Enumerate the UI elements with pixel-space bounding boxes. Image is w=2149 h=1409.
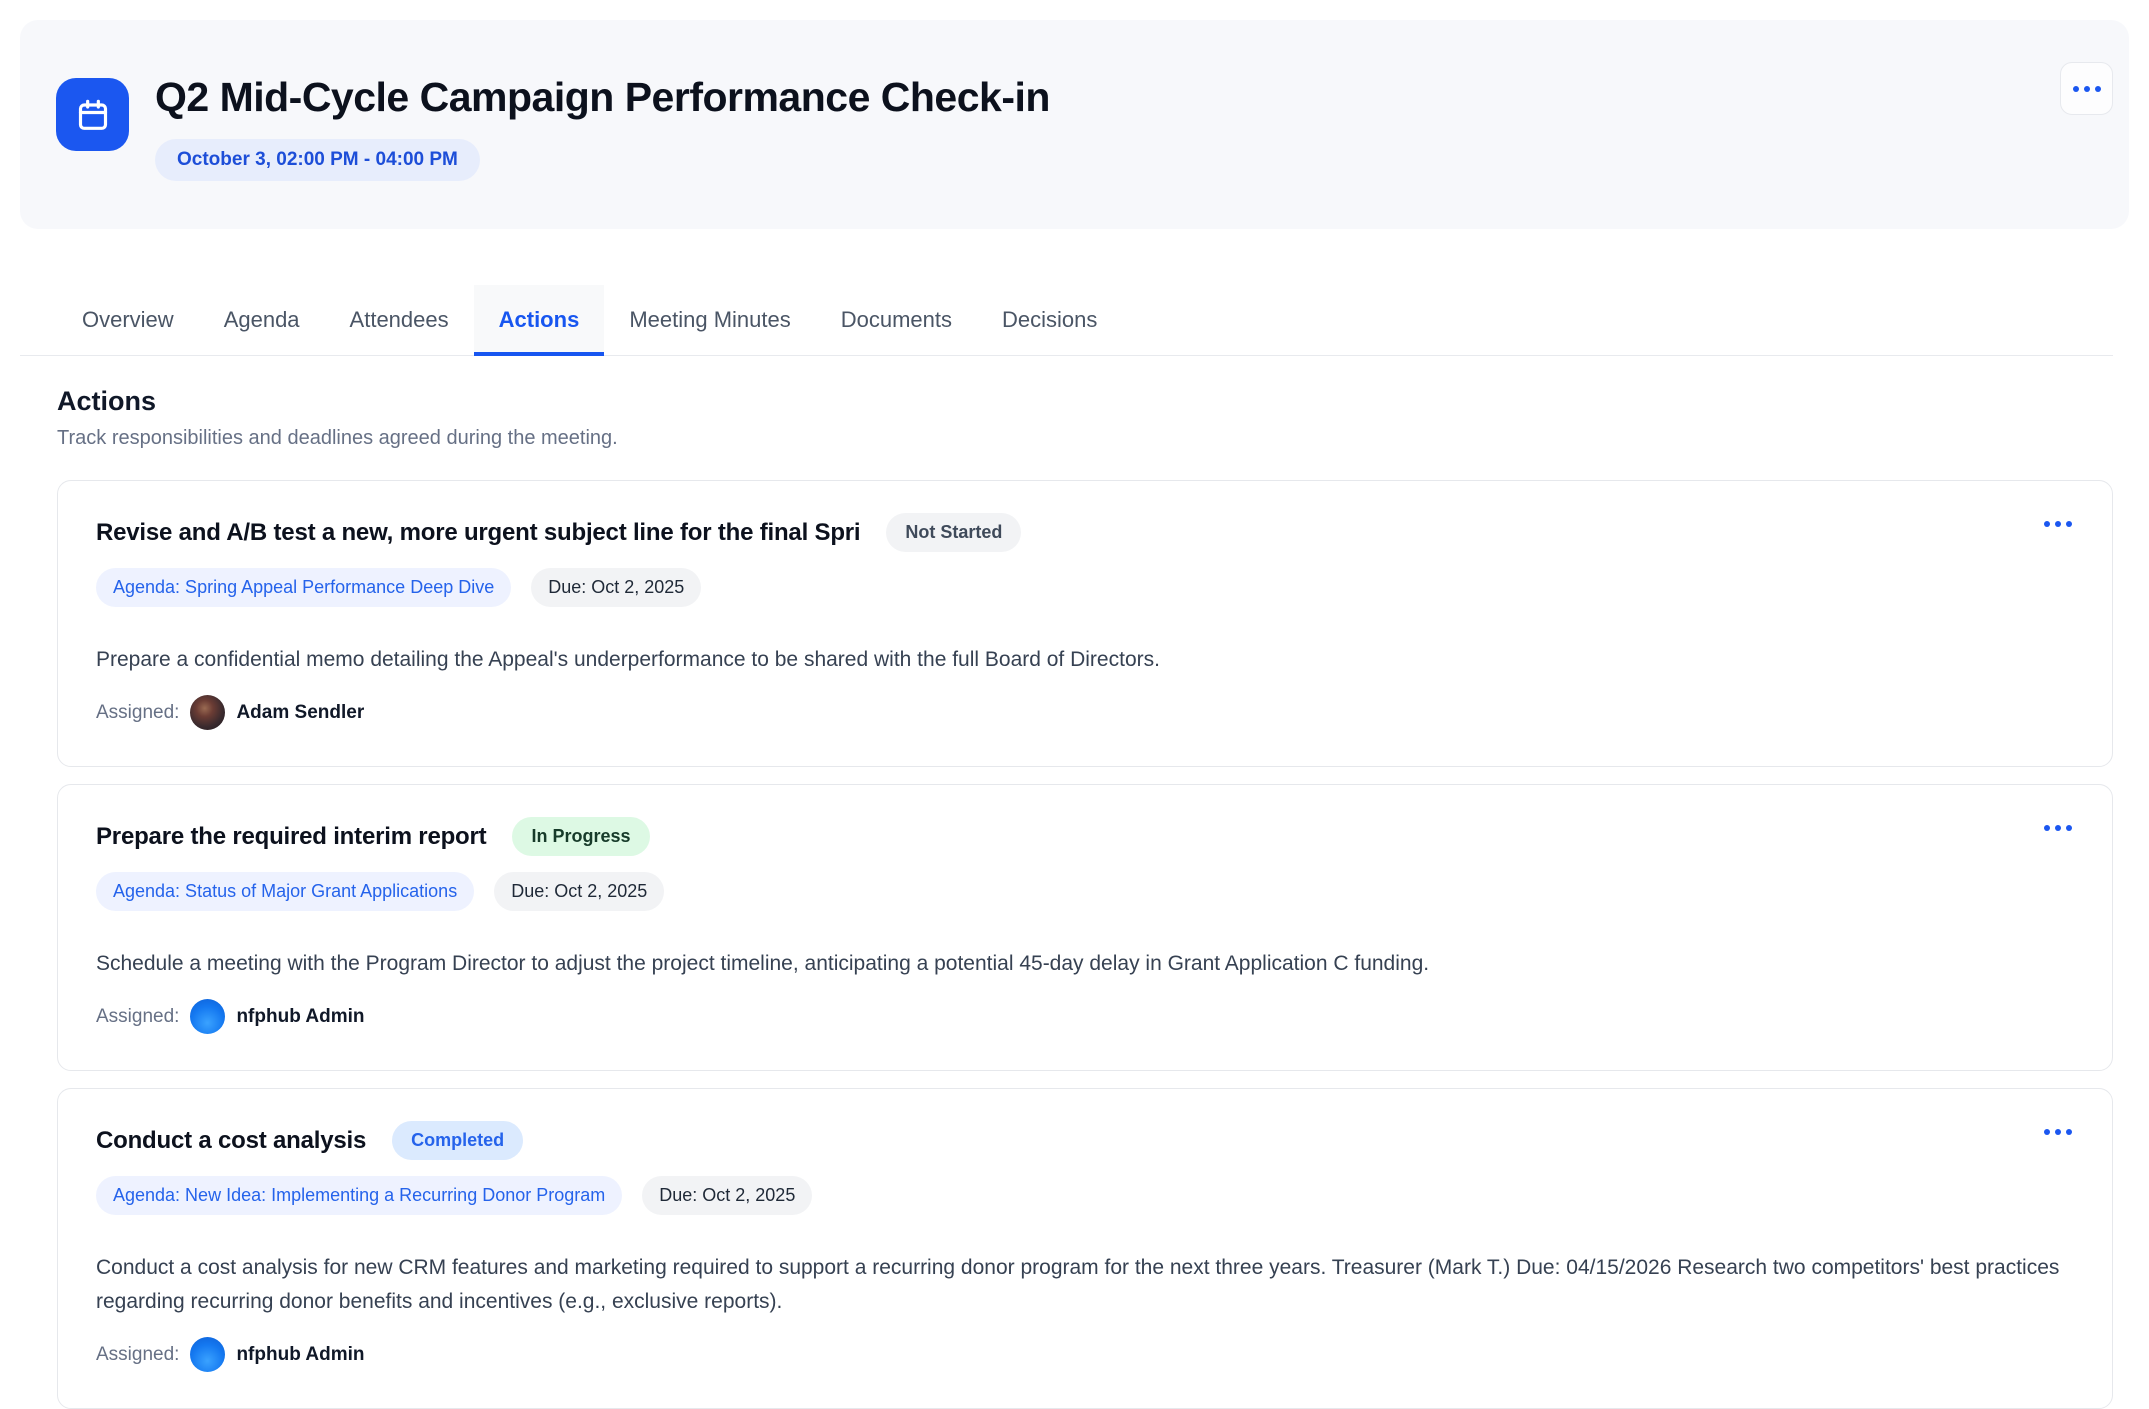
action-description: Schedule a meeting with the Program Dire… — [96, 952, 1430, 976]
assigned-label: Assigned: — [96, 1343, 180, 1365]
ellipsis-icon — [2044, 1129, 2072, 1136]
header-menu-button[interactable] — [2060, 62, 2113, 115]
ellipsis-icon — [2044, 521, 2072, 527]
status-badge: In Progress — [512, 817, 650, 857]
status-badge: Completed — [392, 1121, 524, 1161]
assignee-name: Adam Sendler — [236, 701, 365, 723]
action-card-head: Revise and A/B test a new, more urgent s… — [96, 513, 2074, 552]
action-description: Conduct a cost analysis for new CRM feat… — [96, 1256, 2060, 1314]
action-menu-button[interactable] — [2044, 521, 2072, 527]
tab[interactable]: Agenda — [223, 307, 300, 332]
due-date-pill: Due: Oct 2, 2025 — [531, 568, 702, 607]
meeting-datetime-badge: October 3, 02:00 PM - 04:00 PM — [155, 139, 480, 181]
assignee-avatar — [190, 1337, 226, 1373]
action-card-head: Conduct a cost analysis Completed — [96, 1121, 2074, 1161]
action-card: Revise and A/B test a new, more urgent s… — [57, 480, 2113, 768]
assignee-name: nfphub Admin — [236, 1005, 365, 1027]
action-card: Conduct a cost analysis Completed Agenda… — [57, 1088, 2113, 1409]
tab[interactable]: Overview — [82, 307, 174, 332]
action-menu-button[interactable] — [2044, 825, 2072, 832]
agenda-link-tag[interactable]: Agenda: Status of Major Grant Applicatio… — [96, 872, 475, 912]
assigned-label: Assigned: — [96, 701, 180, 723]
action-card-head: Prepare the required interim report In P… — [96, 817, 2074, 857]
status-badge: Not Started — [886, 513, 1022, 552]
agenda-link-tag[interactable]: Agenda: Spring Appeal Performance Deep D… — [96, 568, 512, 607]
section-subtitle: Track responsibilities and deadlines agr… — [57, 427, 618, 449]
tab[interactable]: Meeting Minutes — [629, 307, 791, 332]
assigned-label: Assigned: — [96, 1005, 180, 1027]
tab[interactable]: Attendees — [349, 307, 449, 332]
action-title: Revise and A/B test a new, more urgent s… — [96, 518, 861, 546]
action-card-list: Revise and A/B test a new, more urgent s… — [57, 480, 2113, 1409]
section-title: Actions — [57, 386, 157, 416]
action-tags: Agenda: New Idea: Implementing a Recurri… — [96, 1176, 2074, 1216]
page-title: Q2 Mid-Cycle Campaign Performance Check-… — [155, 74, 1050, 120]
assignee-avatar — [190, 999, 226, 1035]
tab[interactable]: Documents — [840, 307, 953, 332]
tab[interactable]: Decisions — [1002, 307, 1098, 332]
calendar-icon — [56, 78, 129, 151]
tab[interactable]: Actions — [473, 285, 605, 356]
agenda-link-tag[interactable]: Agenda: New Idea: Implementing a Recurri… — [96, 1176, 623, 1216]
due-date-pill: Due: Oct 2, 2025 — [642, 1176, 813, 1216]
assignee-name: nfphub Admin — [236, 1343, 365, 1365]
meeting-header: Q2 Mid-Cycle Campaign Performance Check-… — [20, 20, 2129, 229]
assigned-row: Assigned: nfphub Admin — [96, 1337, 2074, 1373]
ellipsis-icon — [2072, 85, 2101, 92]
action-tags: Agenda: Status of Major Grant Applicatio… — [96, 872, 2074, 912]
action-title: Prepare the required interim report — [96, 822, 487, 850]
due-date-pill: Due: Oct 2, 2025 — [494, 872, 665, 912]
assigned-row: Assigned: nfphub Admin — [96, 999, 2074, 1035]
tab-bar: Overview Agenda Attendees Actions Meetin… — [20, 285, 2113, 356]
action-card: Prepare the required interim report In P… — [57, 784, 2113, 1072]
action-tags: Agenda: Spring Appeal Performance Deep D… — [96, 568, 2074, 607]
assigned-row: Assigned: Adam Sendler — [96, 695, 2074, 731]
actions-section: Actions Track responsibilities and deadl… — [0, 386, 2149, 1409]
assignee-avatar — [190, 695, 226, 731]
action-title: Conduct a cost analysis — [96, 1126, 367, 1154]
action-menu-button[interactable] — [2044, 1129, 2072, 1136]
ellipsis-icon — [2044, 825, 2072, 832]
action-description: Prepare a confidential memo detailing th… — [96, 648, 1160, 671]
